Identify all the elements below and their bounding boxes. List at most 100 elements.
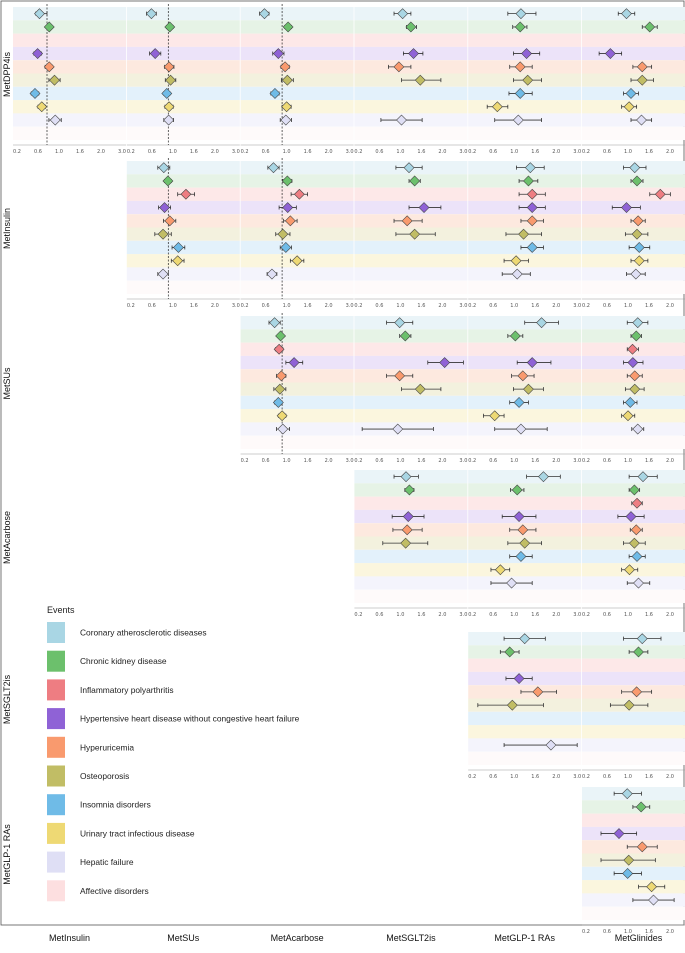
panel-band-6-4 <box>126 214 240 228</box>
tick-label-8-1: 0.6 <box>375 303 383 309</box>
estimate-diamond-16-1 <box>511 484 523 496</box>
estimate-diamond-11-4 <box>275 370 287 382</box>
estimate-diamond-16-8 <box>506 577 517 589</box>
estimate-diamond-17-7 <box>624 564 635 576</box>
estimate-diamond-17-2 <box>631 497 643 509</box>
tick-label-16-2: 1.0 <box>510 612 518 618</box>
estimate-diamond-9-2 <box>526 188 538 200</box>
tick-label-16-3: 1.6 <box>531 612 539 618</box>
tick-label-14-3: 1.6 <box>645 458 653 464</box>
tick-label-6-3: 1.6 <box>190 303 198 309</box>
estimate-diamond-6-0 <box>158 162 170 174</box>
col-label-2: MetAcarbose <box>271 933 324 943</box>
tick-label-7-0: 0.2 <box>241 303 249 309</box>
estimate-diamond-0-3 <box>32 48 44 59</box>
tick-label-17-1: 0.6 <box>603 612 611 618</box>
tick-label-7-2: 1.0 <box>283 303 291 309</box>
tick-label-20-0: 0.2 <box>582 929 590 935</box>
estimate-diamond-20-5 <box>623 854 635 866</box>
tick-label-3-3: 1.6 <box>417 149 425 155</box>
tick-label-17-0: 0.2 <box>582 612 590 618</box>
panel-band-15-6 <box>354 549 468 564</box>
panel-band-0-2 <box>13 33 126 47</box>
tick-label-16-0: 0.2 <box>468 612 476 618</box>
panel-band-0-6 <box>13 86 126 101</box>
estimate-diamond-11-7 <box>276 410 288 422</box>
panel-band-2-2 <box>240 33 354 47</box>
estimate-diamond-0-4 <box>43 61 55 73</box>
estimate-diamond-4-5 <box>522 74 534 86</box>
estimate-diamond-19-0 <box>636 633 648 645</box>
estimate-diamond-1-5 <box>165 74 176 86</box>
tick-label-2-2: 1.0 <box>283 149 291 155</box>
tick-label-18-1: 0.6 <box>489 774 497 780</box>
estimate-diamond-17-3 <box>625 511 637 522</box>
col-label-3: MetSGLT2is <box>386 933 436 943</box>
panel-band-11-6 <box>240 395 354 410</box>
estimate-diamond-16-3 <box>513 511 525 522</box>
tick-label-17-4: 2.0 <box>666 612 674 618</box>
estimate-diamond-12-8 <box>392 423 404 435</box>
panel-band-2-8 <box>240 113 354 127</box>
estimate-diamond-12-0 <box>394 317 406 329</box>
estimate-diamond-0-8 <box>49 114 61 126</box>
tick-label-9-5: 3.0 <box>573 303 581 309</box>
panel-band-13-9 <box>468 435 582 449</box>
panel-band-11-8 <box>240 422 354 436</box>
estimate-diamond-17-8 <box>633 577 644 589</box>
estimate-diamond-9-7 <box>510 255 522 267</box>
tick-label-16-5: 3.0 <box>573 612 581 618</box>
panel-band-3-9 <box>354 126 468 140</box>
estimate-diamond-13-6 <box>513 397 525 408</box>
tick-label-16-1: 0.6 <box>489 612 497 618</box>
estimate-diamond-10-7 <box>633 255 645 267</box>
legend-label-2: Inflammatory polyarthritis <box>80 685 174 695</box>
panel-band-4-2 <box>468 33 582 47</box>
estimate-diamond-0-1 <box>43 21 55 33</box>
tick-label-14-1: 0.6 <box>603 458 611 464</box>
estimate-diamond-15-5 <box>400 537 412 549</box>
estimate-diamond-13-7 <box>489 410 501 422</box>
tick-label-0-1: 0.6 <box>34 149 42 155</box>
tick-label-9-1: 0.6 <box>489 303 497 309</box>
tick-label-2-5: 3.0 <box>346 149 354 155</box>
estimate-diamond-18-1 <box>504 646 516 658</box>
panel-band-7-8 <box>240 267 354 281</box>
tick-label-7-5: 3.0 <box>346 303 354 309</box>
row-label-5: MetGLP-1 RAs <box>2 824 12 885</box>
tick-label-10-4: 2.0 <box>666 303 674 309</box>
estimate-diamond-6-1 <box>162 175 174 187</box>
estimate-diamond-2-5 <box>281 74 293 86</box>
estimate-diamond-9-5 <box>518 228 529 240</box>
estimate-diamond-7-0 <box>268 162 279 174</box>
panel-band-4-7 <box>468 100 582 114</box>
tick-label-10-1: 0.6 <box>603 303 611 309</box>
estimate-diamond-14-0 <box>632 317 644 329</box>
panel-band-19-2 <box>582 658 685 672</box>
panel-band-2-4 <box>240 60 354 74</box>
legend-label-9: Affective disorders <box>80 886 149 896</box>
panel-band-2-3 <box>240 46 354 61</box>
panel-band-8-6 <box>354 240 468 255</box>
tick-label-19-0: 0.2 <box>582 774 590 780</box>
panel-band-1-1 <box>126 20 240 34</box>
panel-band-2-0 <box>240 7 354 21</box>
panel-band-3-7 <box>354 100 468 114</box>
tick-label-19-2: 1.0 <box>624 774 632 780</box>
estimate-diamond-1-1 <box>164 21 176 33</box>
estimate-diamond-17-0 <box>637 471 649 483</box>
estimate-diamond-4-3 <box>521 48 532 59</box>
estimate-diamond-20-0 <box>621 788 633 800</box>
estimate-diamond-15-0 <box>400 471 412 483</box>
panel-band-1-8 <box>126 113 240 127</box>
tick-label-10-2: 1.0 <box>624 303 632 309</box>
estimate-diamond-4-4 <box>514 61 526 73</box>
panel-band-2-9 <box>240 126 354 140</box>
row-label-0: MetDPP4is <box>2 51 12 97</box>
tick-label-13-2: 1.0 <box>510 458 518 464</box>
estimate-diamond-17-1 <box>628 484 640 496</box>
tick-label-5-3: 1.6 <box>645 149 653 155</box>
estimate-diamond-16-5 <box>519 537 531 549</box>
tick-label-6-1: 0.6 <box>148 303 156 309</box>
legend-title: Events <box>47 605 75 615</box>
